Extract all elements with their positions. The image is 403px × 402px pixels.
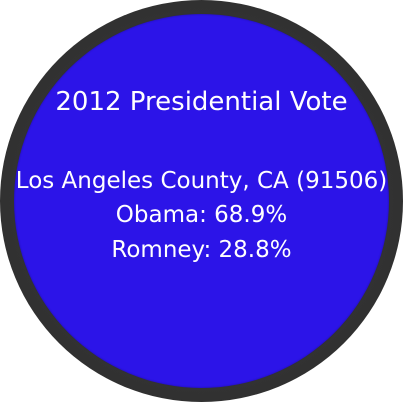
county-label: Los Angeles County, CA (91506): [15, 168, 388, 194]
page-title: 2012 Presidential Vote: [55, 87, 348, 117]
watch-face[interactable]: [14, 14, 389, 388]
romney-result: Romney: 28.8%: [111, 237, 292, 263]
obama-result: Obama: 68.9%: [115, 202, 288, 228]
